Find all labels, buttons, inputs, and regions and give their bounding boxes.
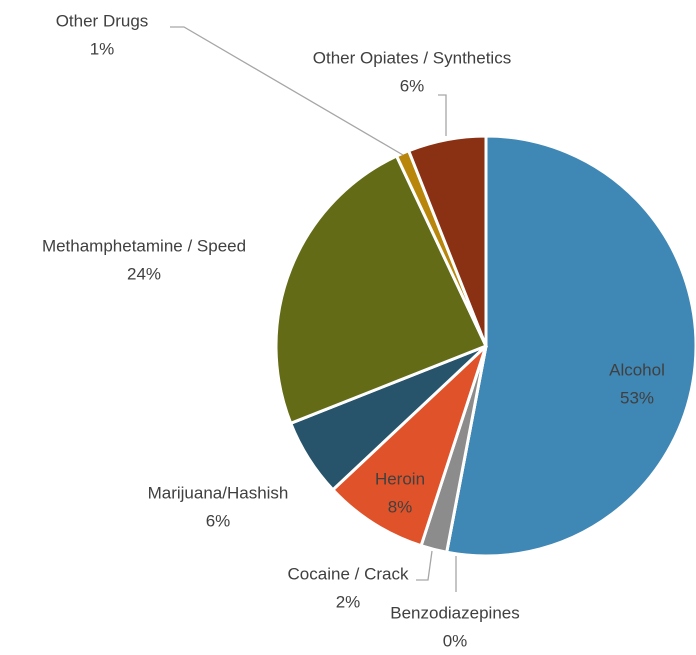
pie (274, 134, 696, 558)
slice-value-label: 1% (90, 39, 115, 58)
leader-line (416, 550, 433, 581)
slice-label: Heroin (375, 469, 425, 488)
slice-value-label: 0% (443, 631, 468, 650)
slice-value-label: 24% (127, 264, 161, 283)
pie-slice (444, 134, 696, 558)
slice-label: Alcohol (609, 360, 665, 379)
slice-label: Benzodiazepines (390, 603, 519, 622)
pie-slice (274, 153, 489, 426)
slice-label: Marijuana/Hashish (148, 483, 289, 502)
slice-value-label: 2% (336, 592, 361, 611)
leader-lines (170, 26, 457, 592)
slice-label: Other Opiates / Synthetics (313, 48, 511, 67)
slice-label: Cocaine / Crack (288, 564, 409, 583)
slice-value-label: 8% (388, 497, 413, 516)
slice-value-label: 6% (400, 76, 425, 95)
pie-slice (406, 134, 488, 347)
slice-label: Methamphetamine / Speed (42, 236, 246, 255)
leader-line (170, 26, 404, 156)
slice-value-label: 6% (206, 511, 231, 530)
leader-line (438, 94, 447, 136)
slice-label: Other Drugs (56, 11, 149, 30)
slice-value-label: 53% (620, 388, 654, 407)
pie-slice (330, 344, 488, 548)
